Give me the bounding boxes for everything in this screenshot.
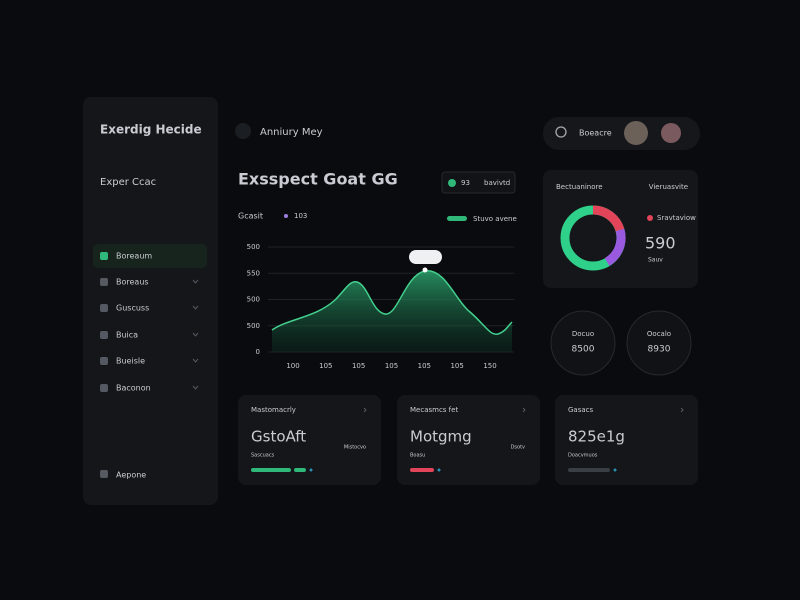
stat-value: 8500 xyxy=(572,345,595,355)
stat-circles: Docuo 8500 Oocalo 8930 xyxy=(550,310,692,376)
menu-item[interactable]: Boreaum xyxy=(116,252,152,261)
point[interactable] xyxy=(422,267,428,273)
stat-value: 8930 xyxy=(648,345,671,355)
chevron xyxy=(192,385,199,390)
card[interactable] xyxy=(397,395,540,485)
donut-note: Sauv xyxy=(648,257,663,264)
chart-subtitle: Gcasit xyxy=(238,212,263,221)
card-label: Gasacs xyxy=(568,406,593,414)
progress-dot xyxy=(437,468,441,472)
x-tick-label: 105 xyxy=(352,362,365,370)
card-subtitle: Vieruasvite xyxy=(649,183,688,191)
legend-dot xyxy=(647,215,653,221)
menu-item[interactable]: Guscuss xyxy=(116,304,149,313)
chevron xyxy=(363,407,367,413)
menu-icon xyxy=(100,278,108,286)
x-tick-label: 100 xyxy=(286,362,299,370)
progress-bar xyxy=(410,468,434,472)
breadcrumb-icon xyxy=(235,123,251,139)
dot xyxy=(284,214,288,218)
stat-circle[interactable] xyxy=(550,310,616,376)
progress-dot xyxy=(309,468,313,472)
chevron xyxy=(680,407,684,413)
series-swatch xyxy=(447,216,467,221)
x-tick-label: 105 xyxy=(450,362,463,370)
chevron xyxy=(192,279,199,284)
x-tick-label: 105 xyxy=(319,362,332,370)
progress-dot xyxy=(613,468,617,472)
search-icon xyxy=(555,126,567,138)
card-value: Motgmg xyxy=(410,428,472,446)
y-tick-label: 500 xyxy=(247,243,260,251)
avatar[interactable] xyxy=(661,123,681,143)
y-tick-label: 500 xyxy=(247,322,260,330)
stat-circle[interactable] xyxy=(626,310,692,376)
chart-tag: 103 xyxy=(294,212,307,220)
menu-item[interactable]: Boreaus xyxy=(116,278,149,287)
progress-bar xyxy=(568,468,610,472)
card[interactable] xyxy=(238,395,381,485)
menu-item[interactable]: Baconon xyxy=(116,384,151,393)
search-bar[interactable] xyxy=(543,117,700,150)
menu-icon xyxy=(100,384,108,392)
progress-bar xyxy=(251,468,291,472)
card-value: 825e1g xyxy=(568,428,625,446)
card-note: Dsotv xyxy=(511,445,525,451)
chevron xyxy=(192,305,199,310)
stat-label: Oocalo xyxy=(647,330,671,338)
x-tick-label: 105 xyxy=(418,362,431,370)
card-caption: Doacvmuos xyxy=(568,453,598,459)
card[interactable] xyxy=(555,395,698,485)
card-title: Bectuaninore xyxy=(556,183,603,191)
avatar[interactable] xyxy=(624,121,648,145)
brand: Exerdig Hecide xyxy=(100,123,202,137)
card-caption: Boasu xyxy=(410,453,425,459)
menu-icon xyxy=(100,252,108,260)
footer-item[interactable]: Aepone xyxy=(116,471,146,480)
chart-title: Exsspect Goat GG xyxy=(238,170,398,189)
chevron xyxy=(522,407,526,413)
donut-segment xyxy=(592,205,625,232)
legend-dot xyxy=(448,179,456,187)
active-item[interactable] xyxy=(93,244,207,268)
legend-label: bavivtd xyxy=(484,179,510,187)
menu-icon xyxy=(100,357,108,365)
footer-icon xyxy=(100,470,108,478)
x-tick-label: 105 xyxy=(385,362,398,370)
progress-bar xyxy=(294,468,306,472)
menu-icon xyxy=(100,304,108,312)
stat-label: Docuo xyxy=(572,330,594,338)
y-tick-label: 550 xyxy=(247,269,260,277)
legend-box xyxy=(441,171,516,194)
search-text[interactable]: Boeacre xyxy=(579,129,612,138)
y-tick-label: 500 xyxy=(247,296,260,304)
card-label: Mastomacrly xyxy=(251,406,296,414)
y-tick-label: 0 xyxy=(256,348,260,356)
menu-item[interactable]: Buica xyxy=(116,331,138,340)
x-tick-label: 150 xyxy=(483,362,496,370)
series-label: Stuvo avene xyxy=(473,215,517,223)
breadcrumb[interactable]: Anniury Mey xyxy=(260,127,323,138)
legend-label: 93 xyxy=(461,179,470,187)
legend-label: Sravtaviow xyxy=(657,214,696,222)
menu: Boreaum Boreaus Guscuss Buica Bueisle Baconon xyxy=(100,252,199,393)
line xyxy=(271,270,513,335)
card-caption: Sascuacs xyxy=(251,453,275,459)
sidebar xyxy=(83,97,218,505)
menu-icon xyxy=(100,331,108,339)
card-note: Mistocvo xyxy=(344,445,366,451)
tooltip xyxy=(409,250,442,264)
section-title: Exper Ccac xyxy=(100,177,156,188)
card-value: GstoAft xyxy=(251,428,306,446)
chevron xyxy=(192,358,199,363)
card-label: Mecasmcs fet xyxy=(410,406,458,414)
chevron xyxy=(192,332,199,337)
donut-segment xyxy=(604,228,626,266)
menu-item[interactable]: Bueisle xyxy=(116,357,145,366)
cards: Mastomacrly GstoAft Mistocvo Sascuacs Mecasm… xyxy=(238,395,698,485)
donut-value: 590 xyxy=(645,234,676,253)
